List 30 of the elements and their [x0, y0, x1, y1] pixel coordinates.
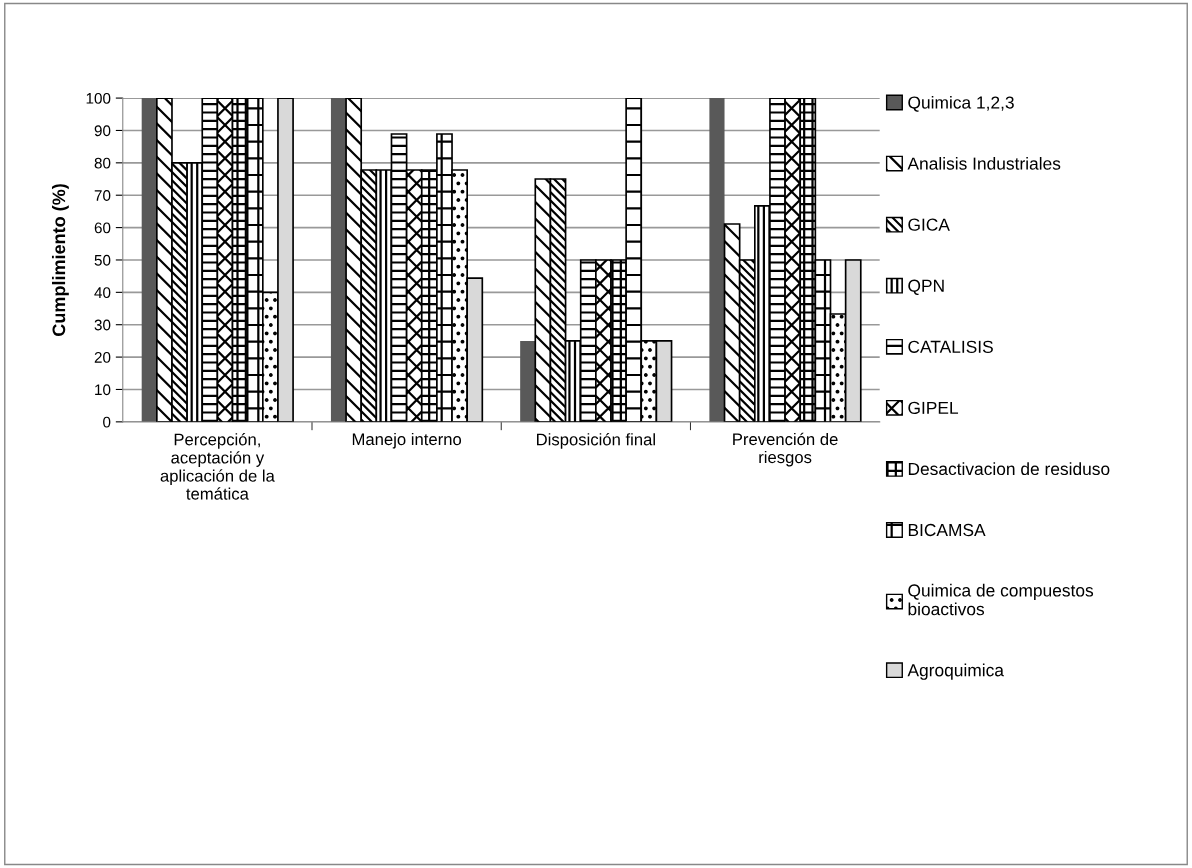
y-tick-label: 70: [94, 190, 111, 201]
legend-label: Quimica 1,2,3: [908, 95, 1014, 112]
y-tick-label: 50: [94, 254, 111, 266]
legend-label: BICAMSA: [908, 523, 986, 537]
legend-label: QPN: [908, 279, 944, 295]
y-tick-label: 10: [95, 384, 111, 396]
x-tick-label: Percepción, aceptación y aplicación de la temática: [160, 432, 275, 500]
x-tick-label: Prevención de riesgos: [733, 432, 838, 467]
bar: [709, 98, 725, 422]
legend-label: Analisis Industriales: [907, 157, 1061, 170]
y-tick-label: 90: [94, 125, 111, 137]
y-axis-title: Cumplimiento (%): [51, 184, 69, 336]
legend-label: Desactivacion de residuso: [908, 462, 1110, 476]
y-tick-label: 100: [86, 92, 111, 104]
bar: [141, 98, 157, 422]
y-tick-label: 30: [94, 319, 111, 331]
x-tick-label: Manejo interno: [352, 432, 462, 449]
y-tick-label: 80: [94, 157, 111, 169]
legend-label: Quimica de compuestos bioactivos: [908, 583, 1094, 616]
x-tick-label: Disposición final: [537, 432, 655, 449]
y-tick-label: 20: [94, 351, 111, 363]
bar: [330, 98, 347, 422]
y-tick-label: 60: [94, 222, 111, 234]
legend-label: Agroquimica: [907, 663, 1004, 680]
legend-label: CATALISIS: [908, 340, 993, 353]
y-tick-label: 40: [94, 287, 111, 299]
bar: [520, 340, 536, 422]
legend-label: GICA: [908, 218, 950, 231]
y-tick-label: 0: [103, 416, 111, 428]
legend-label: GIPEL: [908, 401, 959, 415]
